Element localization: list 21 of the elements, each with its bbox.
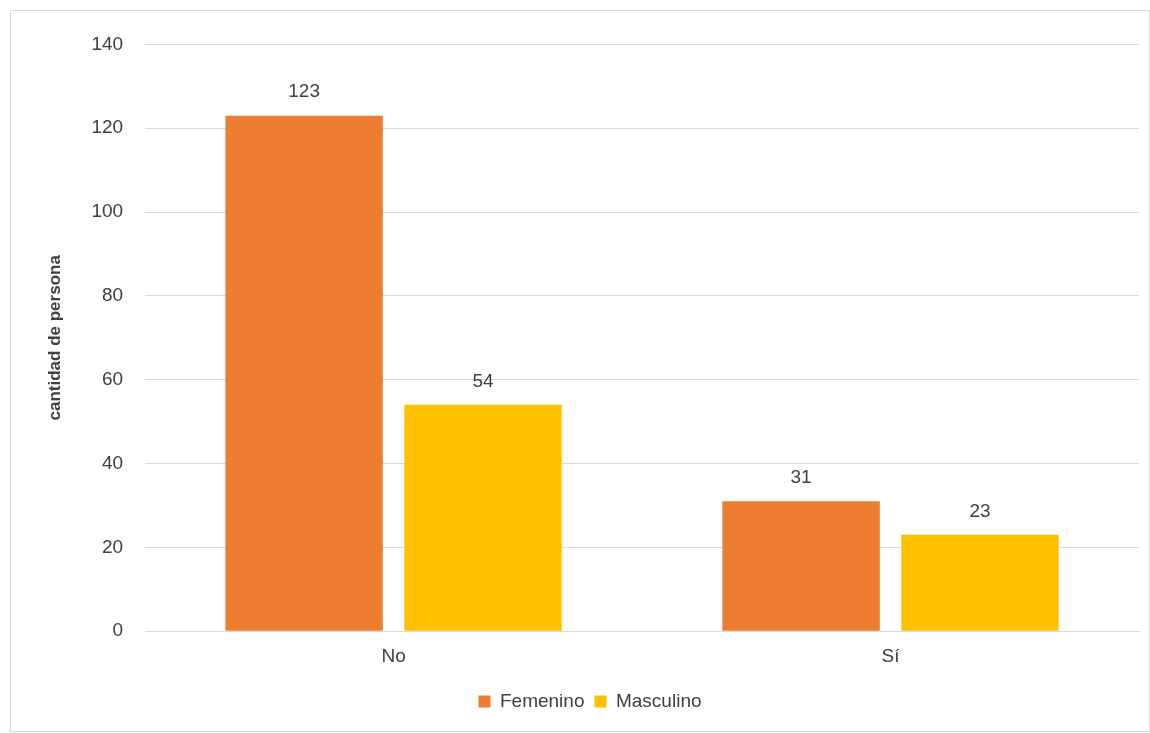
y-tick-label: 20 bbox=[101, 535, 124, 557]
y-axis-title: cantidad de persona bbox=[44, 254, 64, 421]
data-label: 31 bbox=[790, 466, 812, 487]
y-tick-label: 0 bbox=[112, 619, 124, 641]
bar bbox=[901, 534, 1059, 631]
y-tick-label: 80 bbox=[101, 284, 124, 306]
x-tick-label: Sí bbox=[881, 644, 901, 666]
y-tick-label: 60 bbox=[101, 367, 124, 389]
bar bbox=[225, 115, 383, 631]
y-tick-label: 140 bbox=[91, 32, 124, 54]
x-tick-label: No bbox=[381, 644, 406, 666]
data-label: 123 bbox=[288, 80, 320, 102]
y-tick-label: 100 bbox=[91, 200, 124, 222]
legend-label: Masculino bbox=[615, 689, 702, 711]
bar bbox=[404, 404, 562, 631]
y-tick-label: 120 bbox=[91, 116, 124, 138]
bar bbox=[722, 501, 880, 631]
y-tick-label: 40 bbox=[101, 451, 124, 473]
data-label: 54 bbox=[472, 369, 495, 391]
legend-label: Femenino bbox=[499, 689, 585, 711]
data-label: 23 bbox=[969, 499, 991, 521]
